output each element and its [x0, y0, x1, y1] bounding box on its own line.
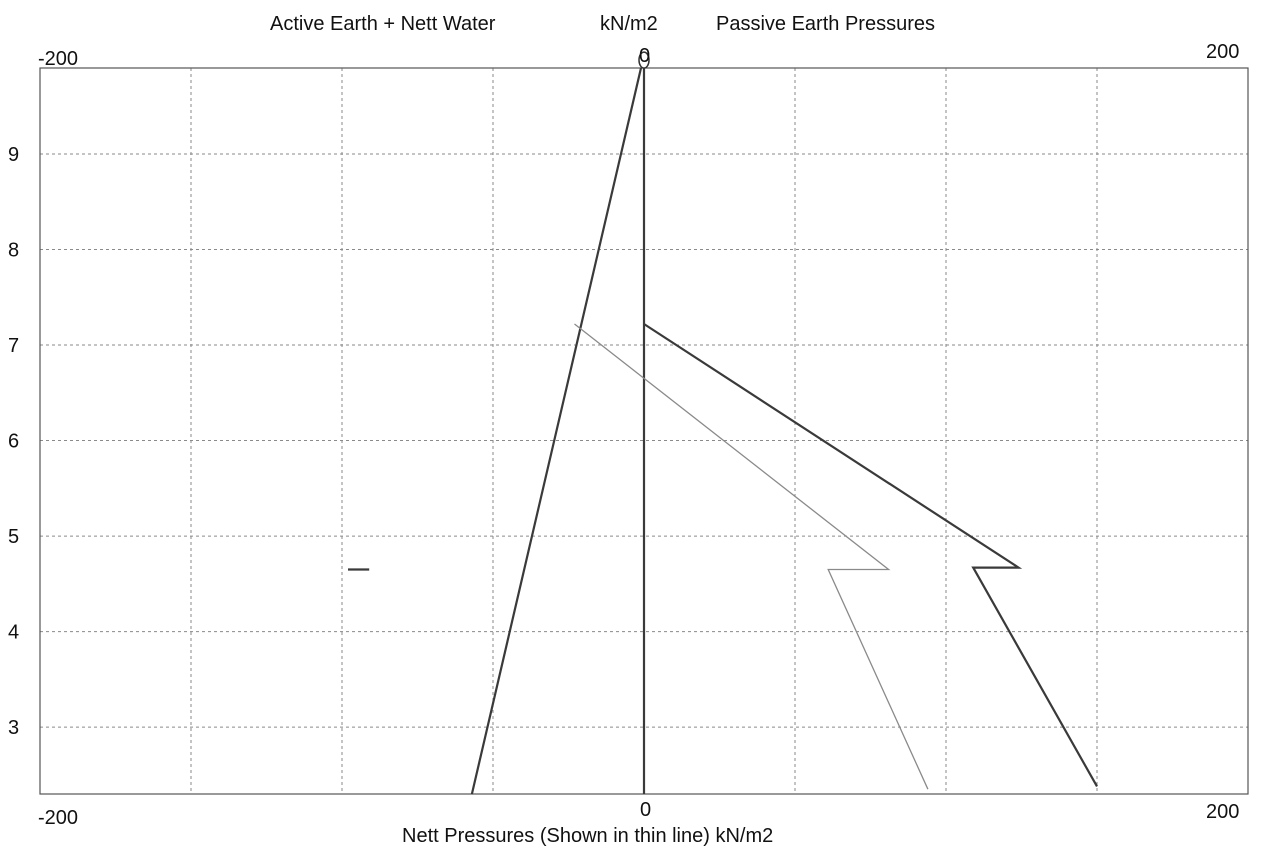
title-active-earth: Active Earth + Nett Water [270, 13, 496, 35]
series-line-thick [643, 323, 1098, 787]
x-axis-label: Nett Pressures (Shown in thin line) kN/m… [402, 825, 773, 847]
top-zero-marker-label: 0 [639, 45, 650, 67]
bottom-x-label-center: 0 [640, 799, 651, 821]
bottom-x-label-right: 200 [1206, 801, 1239, 823]
series-line-thin [574, 323, 929, 790]
bottom-x-label-left: -200 [38, 807, 78, 829]
y-tick-label: 9 [8, 144, 19, 166]
title-passive-earth: Passive Earth Pressures [716, 13, 935, 35]
top-x-label-right: 200 [1206, 41, 1239, 63]
y-tick-label: 7 [8, 335, 19, 357]
series-line-thick [470, 67, 643, 795]
title-units: kN/m2 [600, 13, 658, 35]
top-x-label-left: -200 [38, 48, 78, 70]
y-tick-label: 8 [8, 240, 19, 262]
y-tick-labels: 3 4 5 6 7 8 9 [8, 144, 19, 739]
y-tick-label: 6 [8, 431, 19, 453]
series-group [348, 51, 1098, 795]
y-tick-label: 4 [8, 622, 19, 644]
y-tick-label: 3 [8, 717, 19, 739]
top-zero-marker [638, 51, 650, 69]
y-tick-label: 5 [8, 526, 19, 548]
